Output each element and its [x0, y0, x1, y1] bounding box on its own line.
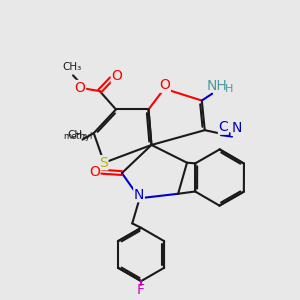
Text: O: O: [159, 78, 170, 92]
Text: C: C: [218, 120, 228, 134]
Text: O: O: [111, 69, 122, 83]
Text: H: H: [225, 84, 233, 94]
Text: methyl: methyl: [64, 132, 93, 141]
Text: O: O: [89, 165, 100, 178]
Text: NH: NH: [207, 79, 228, 93]
Text: CH₃: CH₃: [62, 62, 81, 72]
Text: O: O: [75, 80, 86, 94]
Text: S: S: [99, 156, 108, 170]
Text: N: N: [231, 122, 242, 135]
Text: N: N: [134, 188, 144, 202]
Text: CH₃: CH₃: [68, 130, 87, 140]
Text: F: F: [137, 283, 145, 297]
